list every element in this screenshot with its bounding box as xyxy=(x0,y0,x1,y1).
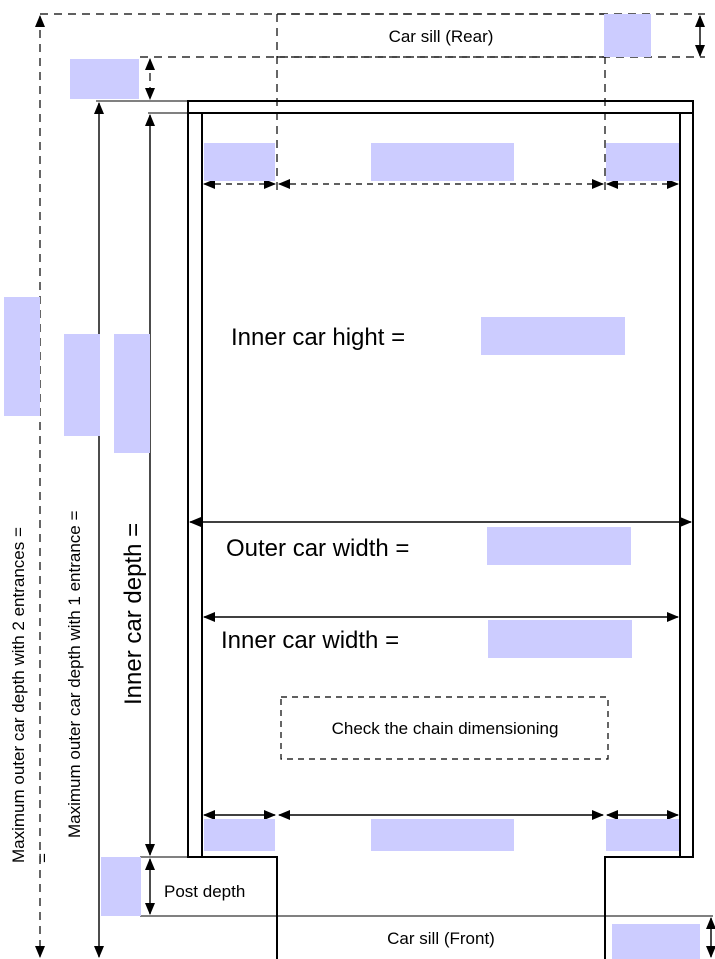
check-chain-box xyxy=(280,696,609,760)
max-outer-depth-1-label: Maximum outer car depth with 1 entrance … xyxy=(65,511,84,838)
inner-car-width-input[interactable] xyxy=(488,620,632,658)
rear-right-post-input[interactable] xyxy=(606,143,679,181)
front-left-post-input[interactable] xyxy=(204,819,275,851)
inner-car-depth-label: Inner car depth = xyxy=(120,523,147,705)
max-outer-depth-2-input[interactable] xyxy=(4,297,40,416)
front-door-width-input[interactable] xyxy=(371,819,514,851)
equals-sign-label: = xyxy=(33,853,52,863)
rear-sill-offset-input[interactable] xyxy=(70,59,139,99)
rear-door-width-input[interactable] xyxy=(371,143,514,181)
inner-car-height-label: Inner car hight = xyxy=(231,324,405,351)
front-sill-depth-input[interactable] xyxy=(612,924,700,959)
max-outer-depth-2-label: Maximum outer car depth with 2 entrances… xyxy=(9,527,28,863)
outer-car-width-input[interactable] xyxy=(487,527,631,565)
car-sill-front-label: Car sill (Front) xyxy=(387,929,495,948)
inner-car-width-label: Inner car width = xyxy=(221,627,399,654)
front-right-post-input[interactable] xyxy=(606,819,679,851)
outer-car-width-label: Outer car width = xyxy=(226,535,409,562)
rear-sill-depth-input[interactable] xyxy=(604,14,651,57)
post-depth-label: Post depth xyxy=(164,882,245,901)
max-outer-depth-1-input[interactable] xyxy=(64,334,100,436)
check-chain-label: Check the chain dimensioning xyxy=(332,719,559,738)
car-body-outline xyxy=(187,100,694,959)
car-sill-rear-label: Car sill (Rear) xyxy=(389,27,494,46)
inner-car-depth-input[interactable] xyxy=(114,334,150,453)
inner-car-height-input[interactable] xyxy=(481,317,625,355)
rear-left-post-input[interactable] xyxy=(204,143,275,181)
post-depth-input[interactable] xyxy=(101,857,141,916)
